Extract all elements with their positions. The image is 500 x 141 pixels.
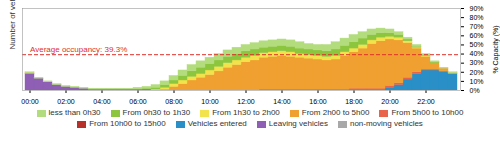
html-text:From 0h30 to 1h30: From 0h30 to 1h30: [122, 108, 191, 117]
svg-text:08:00: 08:00: [165, 98, 183, 105]
svg-text:10:00: 10:00: [201, 98, 219, 105]
html-text:Vehicles entered: Vehicles entered: [187, 119, 247, 128]
svg-text:Average occupancy: 39.3%: Average occupancy: 39.3%: [30, 45, 127, 54]
html-text:Leaving vehicles: Leaving vehicles: [268, 119, 328, 128]
html-text:non-moving vehicles: non-moving vehicles: [349, 119, 423, 128]
svg-text:20%: 20%: [470, 69, 484, 76]
svg-text:% Capacity (%): % Capacity (%): [492, 25, 500, 73]
svg-text:80%: 80%: [470, 14, 484, 21]
svg-text:06:00: 06:00: [129, 98, 147, 105]
svg-text:0%: 0%: [470, 87, 480, 94]
svg-text:50%: 50%: [470, 41, 484, 48]
svg-text:10%: 10%: [470, 78, 484, 85]
svg-text:18:00: 18:00: [345, 98, 363, 105]
svg-text:70%: 70%: [470, 23, 484, 30]
svg-text:90%: 90%: [470, 5, 484, 12]
html-text:From 1h30 to 2h00: From 1h30 to 2h00: [212, 108, 280, 117]
svg-text:30%: 30%: [470, 59, 484, 66]
svg-text:40%: 40%: [470, 50, 484, 57]
html-text:From 5h00 to 10h00: From 5h00 to 10h00: [391, 108, 464, 117]
html-text:From 2h00 to 5h00: From 2h00 to 5h00: [301, 108, 370, 117]
svg-text:16:00: 16:00: [309, 98, 327, 105]
svg-text:14:00: 14:00: [273, 98, 291, 105]
svg-text:12:00: 12:00: [237, 98, 255, 105]
svg-text:00:00: 00:00: [21, 98, 39, 105]
svg-text:60%: 60%: [470, 32, 484, 39]
svg-text:02:00: 02:00: [57, 98, 75, 105]
svg-text:Number of vehicles: Number of vehicles: [8, 0, 17, 50]
svg-text:20:00: 20:00: [381, 98, 399, 105]
svg-text:04:00: 04:00: [93, 98, 111, 105]
html-text:From 10h00 to 15h00: From 10h00 to 15h00: [89, 119, 166, 128]
html-text:less than 0h30: less than 0h30: [48, 108, 101, 117]
svg-text:22:00: 22:00: [417, 98, 435, 105]
